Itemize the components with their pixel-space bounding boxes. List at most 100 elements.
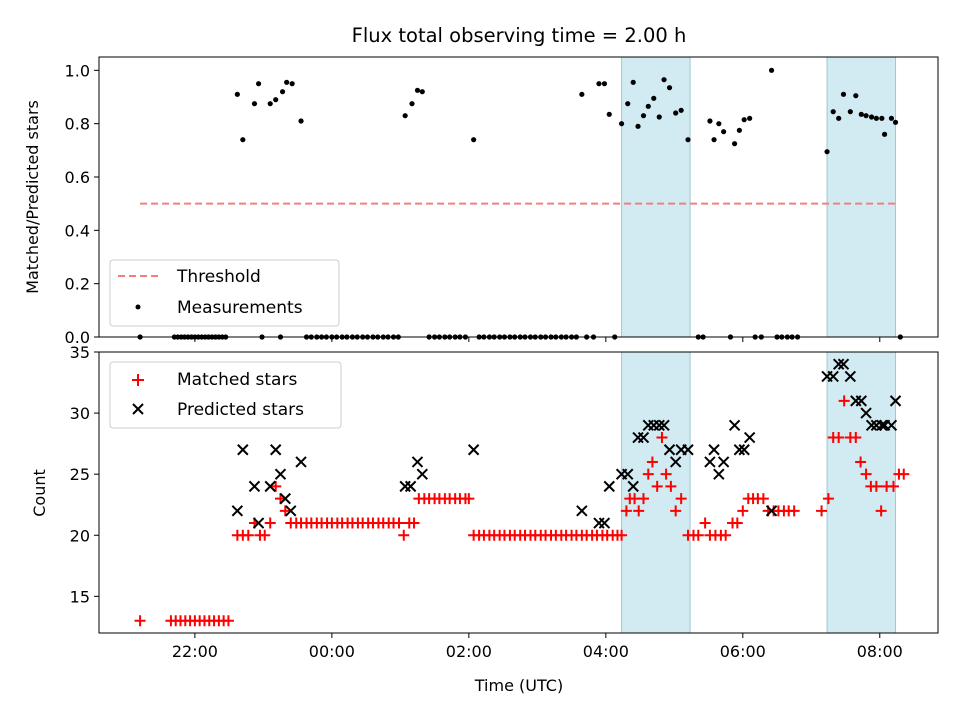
measurement-point (858, 111, 864, 117)
matched-star-point (855, 456, 867, 468)
matched-star-point (259, 529, 271, 541)
bottom-y-tick-label: 15 (70, 587, 90, 606)
top-legend: Threshold Measurements (109, 259, 340, 327)
measurement-point (251, 101, 258, 107)
measurement-point (881, 131, 888, 137)
x-tick-label: 04:00 (583, 642, 629, 661)
measurement-point (645, 103, 651, 109)
measurement-point (625, 101, 631, 107)
predicted-star-point (738, 444, 750, 456)
matched-star-point (463, 493, 475, 505)
predicted-star-point (728, 419, 741, 432)
matched-star-point (737, 505, 749, 517)
legend-matched-swatch (132, 374, 144, 386)
measurement-point (579, 91, 585, 97)
top-y-tick-label: 1.0 (65, 61, 90, 80)
bottom-y-tick-label: 25 (70, 465, 90, 484)
predicted-star-point (285, 505, 297, 517)
measurement-point (409, 101, 415, 107)
x-tick-label: 02:00 (446, 642, 492, 661)
matched-star-point (822, 493, 834, 505)
measurement-point (888, 115, 895, 121)
matched-star-point (675, 493, 687, 505)
matched-star-point (757, 493, 769, 505)
predicted-star-point (274, 468, 287, 480)
measurement-point (830, 109, 836, 115)
predicted-star-point (467, 444, 480, 456)
predicted-star-point (844, 370, 857, 383)
predicted-star-point (669, 456, 682, 468)
bottom-x-axis-ticks: 22:00 00:00 02:00 04:00 06:00 08:00 (172, 633, 903, 661)
measurement-point (768, 67, 775, 73)
measurement-point (630, 79, 636, 85)
shaded-interval-1 (621, 351, 691, 634)
top-y-axis-ticks: 0.0 0.2 0.4 0.6 0.8 1.0 (65, 61, 99, 347)
predicted-star-point (237, 444, 249, 456)
measurement-point (635, 123, 641, 129)
predicted-star-point (765, 505, 778, 517)
shaded-interval-2 (826, 56, 897, 338)
measurement-point (873, 115, 879, 121)
predicted-star-point (837, 358, 850, 370)
measurement-point (731, 141, 738, 147)
measurement-point (673, 110, 679, 116)
predicted-star-point (598, 517, 611, 529)
measurement-point (853, 93, 859, 99)
bottom-legend: Matched stars Predicted stars (109, 361, 342, 429)
matched-star-point (838, 395, 850, 407)
measurement-point (255, 81, 262, 87)
predicted-star-point (627, 480, 639, 493)
matched-star-point (270, 480, 282, 492)
matched-star-point (850, 432, 862, 444)
measurement-point (836, 115, 842, 121)
predicted-star-point (717, 456, 730, 468)
bottom-y-tick-label: 35 (70, 343, 90, 362)
matched-star-point (898, 468, 910, 480)
measurement-point (678, 107, 684, 113)
predicted-star-point (622, 468, 634, 480)
shaded-interval-1 (621, 56, 691, 338)
matched-star-point (660, 468, 672, 480)
x-axis-label: Time (UTC) (474, 676, 563, 695)
matched-star-point (816, 505, 828, 517)
measurement-point (640, 113, 647, 119)
bottom-y-tick-label: 20 (70, 526, 90, 545)
matched-star-point (222, 615, 234, 627)
measurement-point (596, 81, 602, 87)
bottom-panel: 15 20 25 30 35 22:00 00:00 02:00 04:00 06:00 08:0… (30, 343, 939, 695)
predicted-star-point (827, 370, 839, 383)
matched-star-point (642, 468, 654, 480)
predicted-star-point (743, 431, 756, 444)
bottom-panel-frame (98, 351, 939, 634)
matched-star-points (134, 395, 910, 627)
measurement-point (279, 89, 286, 95)
measurement-point (284, 79, 290, 85)
predicted-star-point (603, 480, 615, 493)
matched-star-point (393, 517, 405, 529)
predicted-star-point (576, 505, 588, 517)
measurement-point (892, 119, 899, 125)
matched-star-point (264, 517, 276, 529)
matched-star-point (670, 505, 682, 517)
predicted-star-point (733, 444, 746, 456)
predicted-star-point (708, 444, 720, 456)
matched-star-point (633, 505, 645, 517)
chart-title: Flux total observing time = 2.00 h (352, 24, 687, 47)
predicted-star-point (252, 517, 265, 529)
x-tick-label: 22:00 (172, 642, 218, 661)
matched-star-point (134, 615, 146, 627)
matched-star-point (699, 517, 711, 529)
predicted-star-point (663, 444, 676, 456)
predicted-star-point (404, 480, 417, 493)
measurement-point (707, 118, 713, 124)
bottom-y-tick-label: 30 (70, 404, 90, 423)
legend-matched-label: Matched stars (177, 370, 297, 390)
predicted-star-point (885, 419, 898, 432)
predicted-star-point (264, 480, 276, 493)
matched-star-point (870, 480, 882, 492)
top-y-axis-label: Matched/Predicted stars (23, 100, 42, 294)
measurement-point (661, 77, 667, 83)
measurement-point (656, 114, 662, 120)
predicted-star-point (637, 431, 650, 444)
